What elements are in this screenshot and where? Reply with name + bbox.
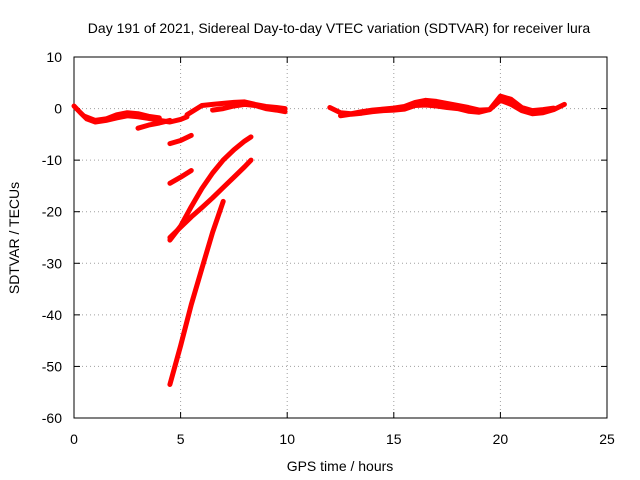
series-line-seg-j [167, 198, 226, 387]
tick-labels: 0 5 10 15 20 25 10 0 -10 -20 -30 -40 -50 -60 [42, 49, 615, 447]
y-tick-label: -30 [42, 255, 62, 271]
series-line-seg-i [167, 157, 254, 240]
y-tick-label: 0 [54, 101, 62, 117]
plot-frame [73, 56, 608, 419]
x-tick-label: 5 [177, 431, 185, 447]
series-line-seg-e [210, 101, 288, 115]
x-tick-label: 20 [493, 431, 509, 447]
x-tick-label: 25 [599, 431, 615, 447]
series-line-seg-l [338, 93, 557, 119]
x-tick-label: 15 [386, 431, 402, 447]
chart-title: Day 191 of 2021, Sidereal Day-to-day VTE… [88, 20, 591, 36]
y-tick-label: -60 [42, 410, 62, 426]
y-tick-label: -10 [42, 152, 62, 168]
x-tick-label: 0 [70, 431, 78, 447]
series-line-seg-f [167, 132, 194, 147]
x-tick-label: 10 [279, 431, 295, 447]
series-line-seg-c [135, 117, 173, 131]
x-axis-label: GPS time / hours [287, 458, 394, 474]
y-tick-label: -50 [42, 358, 62, 374]
series-line-seg-g [167, 168, 194, 186]
y-axis-label: SDTVAR / TECUs [6, 182, 22, 294]
series-line-seg-h [167, 134, 254, 243]
y-tick-label: -20 [42, 204, 62, 220]
series-line-seg-b [82, 110, 162, 123]
axis-ticks [73, 56, 608, 419]
y-tick-label: 10 [46, 49, 62, 65]
data-series [71, 93, 567, 387]
y-tick-label: -40 [42, 307, 62, 323]
